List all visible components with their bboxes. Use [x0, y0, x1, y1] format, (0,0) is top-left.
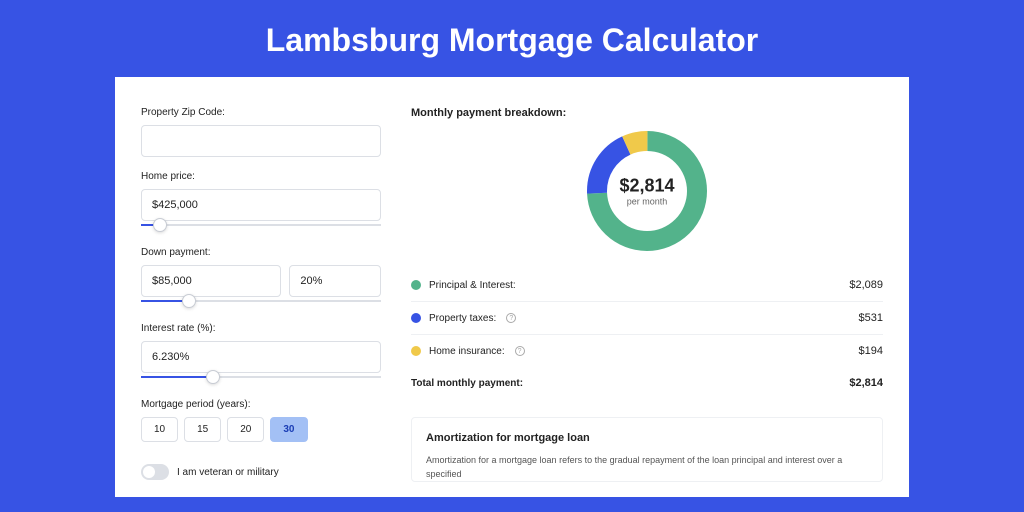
help-icon[interactable]: ?	[515, 346, 525, 356]
home-price-slider[interactable]	[141, 219, 381, 233]
total-value: $2,814	[849, 377, 883, 389]
calculator-card: Property Zip Code: Home price: Down paym…	[115, 77, 909, 497]
breakdown-row: Property taxes:? $531	[411, 302, 883, 335]
down-payment-percent-input[interactable]	[289, 265, 381, 297]
total-row: Total monthly payment: $2,814	[411, 367, 883, 399]
breakdown-label: Home insurance:	[429, 346, 505, 357]
down-payment-slider-thumb[interactable]	[182, 294, 196, 308]
breakdown-value: $531	[859, 312, 883, 324]
down-payment-amount-input[interactable]	[141, 265, 281, 297]
home-price-label: Home price:	[141, 171, 381, 182]
legend-dot	[411, 280, 421, 290]
down-payment-label: Down payment:	[141, 247, 381, 258]
breakdown-value: $2,089	[849, 279, 883, 291]
help-icon[interactable]: ?	[506, 313, 516, 323]
breakdown-panel: Monthly payment breakdown: $2,814 per mo…	[411, 107, 883, 467]
amortization-text: Amortization for a mortgage loan refers …	[426, 454, 868, 481]
amortization-title: Amortization for mortgage loan	[426, 432, 868, 444]
donut-amount: $2,814	[619, 176, 674, 197]
breakdown-value: $194	[859, 345, 883, 357]
breakdown-list: Principal & Interest: $2,089 Property taxe…	[411, 269, 883, 367]
legend-dot	[411, 313, 421, 323]
zip-input[interactable]	[141, 125, 381, 157]
home-price-input[interactable]	[141, 189, 381, 221]
period-btn-15[interactable]: 15	[184, 417, 221, 442]
down-payment-slider[interactable]	[141, 295, 381, 309]
form-panel: Property Zip Code: Home price: Down paym…	[141, 107, 381, 467]
period-btn-30[interactable]: 30	[270, 417, 307, 442]
donut-chart: $2,814 per month	[411, 131, 883, 251]
page-title: Lambsburg Mortgage Calculator	[0, 0, 1024, 77]
amortization-section: Amortization for mortgage loan Amortizat…	[411, 417, 883, 482]
donut-per-month: per month	[619, 197, 674, 207]
breakdown-label: Principal & Interest:	[429, 280, 516, 291]
period-label: Mortgage period (years):	[141, 399, 381, 410]
veteran-toggle[interactable]	[141, 464, 169, 480]
breakdown-row: Home insurance:? $194	[411, 335, 883, 367]
period-buttons: 10152030	[141, 417, 381, 442]
veteran-row: I am veteran or military	[141, 464, 381, 480]
breakdown-row: Principal & Interest: $2,089	[411, 269, 883, 302]
period-btn-20[interactable]: 20	[227, 417, 264, 442]
veteran-label: I am veteran or military	[177, 467, 279, 478]
home-price-slider-thumb[interactable]	[153, 218, 167, 232]
period-btn-10[interactable]: 10	[141, 417, 178, 442]
zip-label: Property Zip Code:	[141, 107, 381, 118]
home-price-field: Home price:	[141, 171, 381, 233]
interest-label: Interest rate (%):	[141, 323, 381, 334]
interest-slider[interactable]	[141, 371, 381, 385]
down-payment-field: Down payment:	[141, 247, 381, 309]
interest-slider-thumb[interactable]	[206, 370, 220, 384]
donut-center: $2,814 per month	[619, 176, 674, 207]
total-label: Total monthly payment:	[411, 378, 523, 389]
interest-field: Interest rate (%):	[141, 323, 381, 385]
breakdown-label: Property taxes:	[429, 313, 496, 324]
period-field: Mortgage period (years): 10152030	[141, 399, 381, 442]
interest-input[interactable]	[141, 341, 381, 373]
legend-dot	[411, 346, 421, 356]
zip-field: Property Zip Code:	[141, 107, 381, 157]
breakdown-title: Monthly payment breakdown:	[411, 107, 883, 119]
